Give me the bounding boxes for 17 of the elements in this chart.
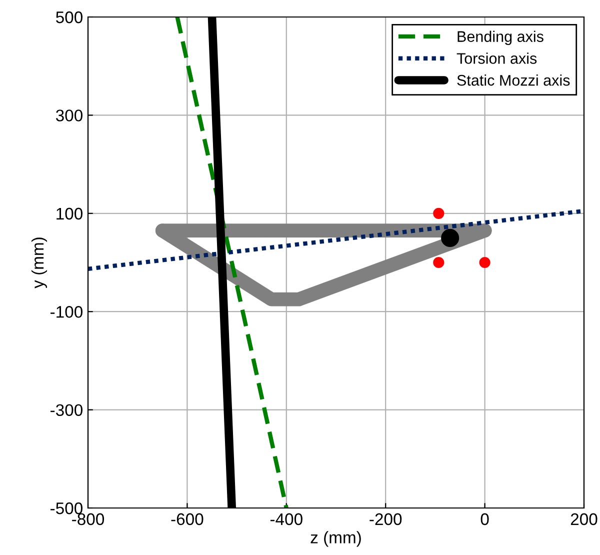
x-tick-label: -400 <box>270 513 302 526</box>
x-axis-title: z (mm) <box>310 531 361 547</box>
legend-label: Bending axis <box>458 30 544 45</box>
x-tick-label: -800 <box>72 513 104 526</box>
x-tick-label: 200 <box>570 513 598 526</box>
y-tick-label: -100 <box>50 306 82 318</box>
y-tick-label: 100 <box>56 208 82 220</box>
legend-label: Static Mozzi axis <box>457 74 570 86</box>
x-tick-label: -200 <box>370 513 402 526</box>
y-tick-label: -300 <box>50 404 82 416</box>
y-axis-title: y (mm) <box>31 238 48 288</box>
y-tick-label: -500 <box>50 502 82 514</box>
legend-label: Torsion axis <box>456 52 537 64</box>
x-tick-label: 0 <box>480 513 489 526</box>
x-tick-label: -600 <box>171 513 204 526</box>
y-tick-label: 300 <box>56 110 82 122</box>
y-tick-label: 500 <box>56 11 82 24</box>
